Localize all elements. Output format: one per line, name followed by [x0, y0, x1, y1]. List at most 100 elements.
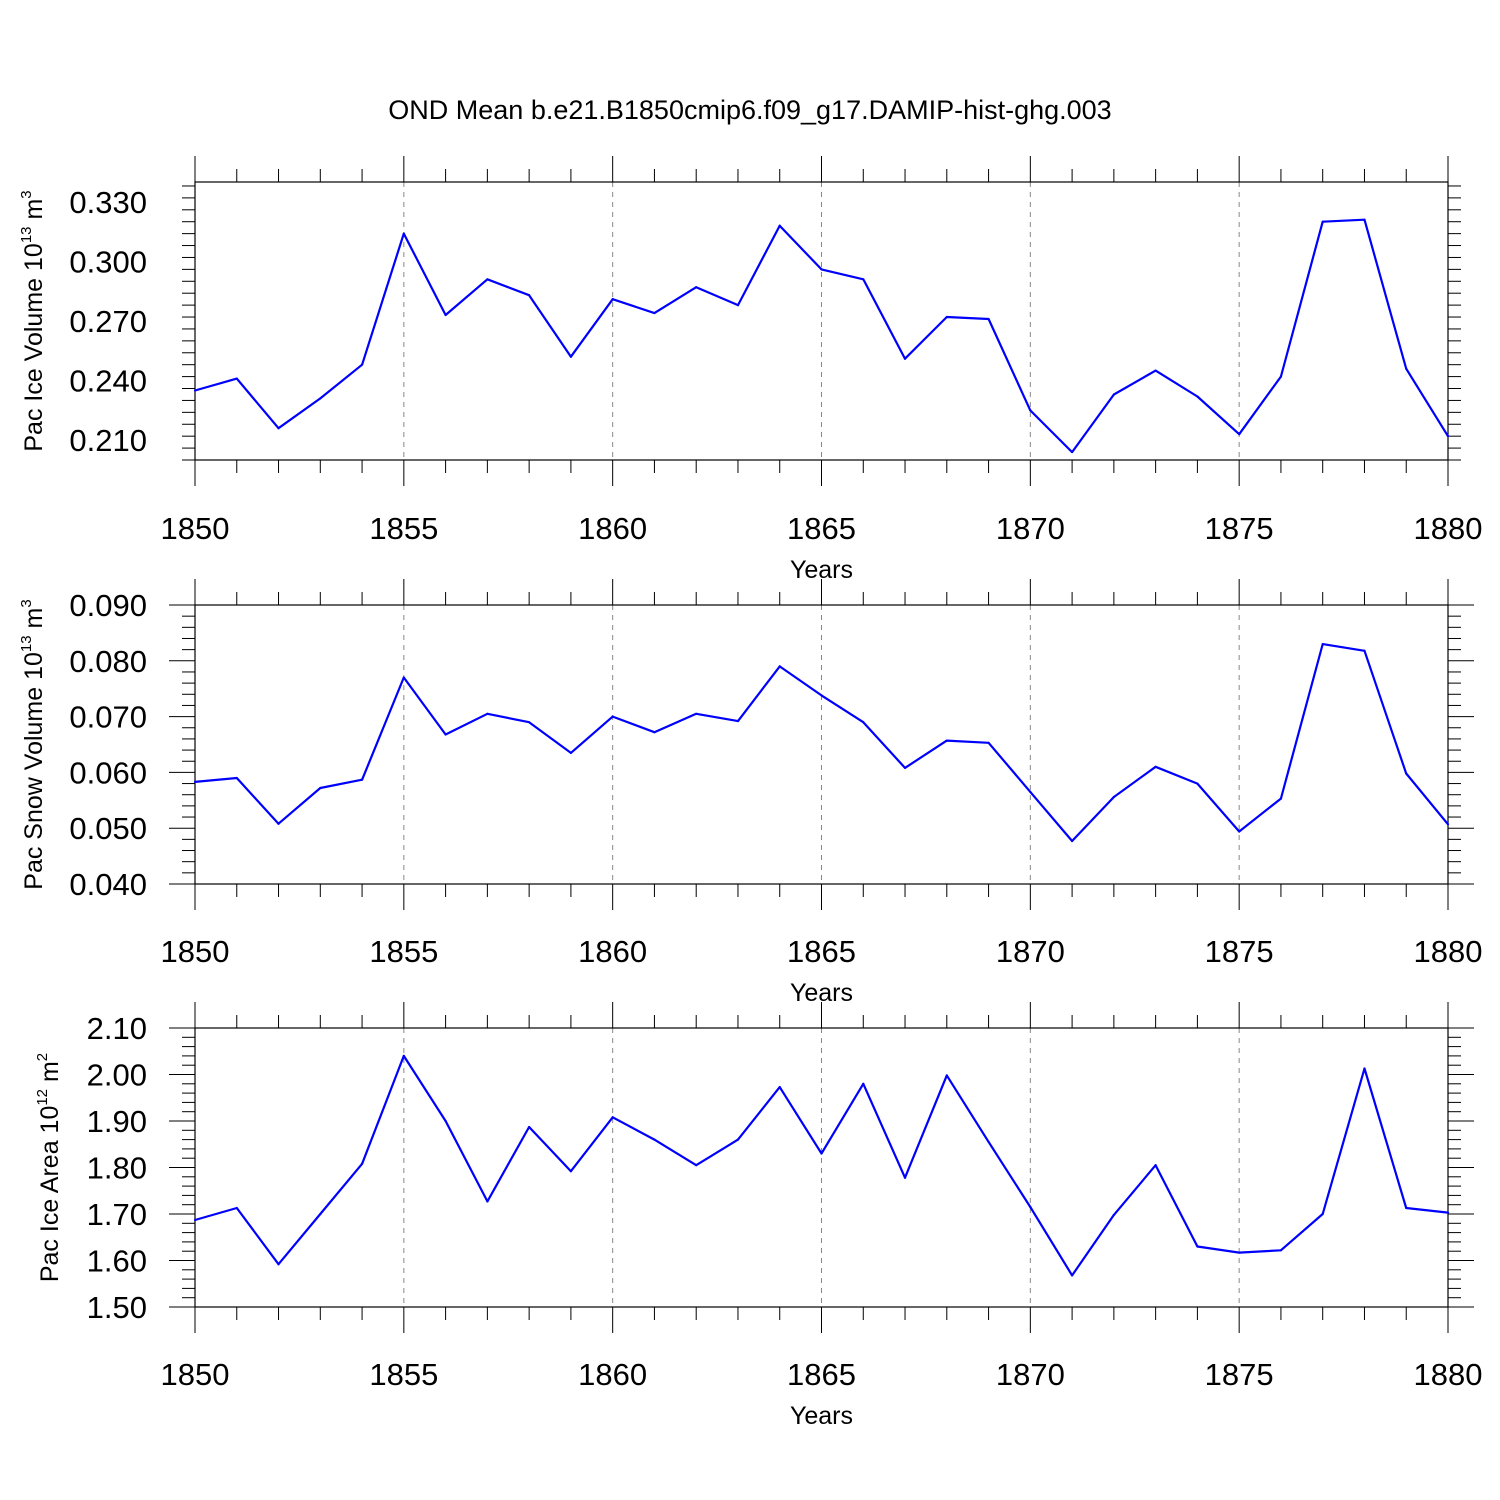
data-point [1405, 772, 1408, 775]
y-tick-label: 0.080 [69, 644, 147, 679]
x-tick-label: 1855 [369, 1357, 438, 1392]
data-point [360, 363, 364, 366]
x-tick-label: 1865 [787, 934, 856, 969]
y-tick-label: 0.090 [69, 588, 147, 623]
x-axis-title: Years [790, 1402, 853, 1430]
data-point [862, 278, 865, 281]
series-line [194, 642, 1449, 843]
data-point [862, 1082, 865, 1085]
chart-panel-3: 1850 1855 1860 1865 1870 1875 1880 Years 1.50 1.6… [34, 1002, 1482, 1430]
data-point [193, 1218, 197, 1222]
x-tick-label: 1880 [1414, 1357, 1483, 1392]
data-point [903, 766, 907, 770]
y-axis-title: Pac Ice Volume 1013 m3 [18, 190, 48, 451]
data-point [1154, 765, 1157, 768]
data-point [1279, 1249, 1283, 1252]
data-point [528, 1125, 531, 1129]
chart-panel-2: 1850 1855 1860 1865 1870 1875 1880Years0.0400.… [18, 579, 1482, 1007]
data-point [695, 286, 698, 289]
y-tick-label: 0.210 [69, 423, 147, 458]
x-tick-label: 1860 [578, 1357, 647, 1392]
data-point [319, 1212, 322, 1216]
data-point [193, 389, 197, 392]
data-point [1196, 782, 1199, 785]
y-axis-title-superscript: 3 [18, 599, 35, 607]
x-tick-label: 1870 [996, 934, 1065, 969]
data-point [444, 313, 447, 317]
data-point [486, 1200, 489, 1203]
data-point [1405, 1206, 1408, 1210]
y-tick-label: 1.70 [87, 1197, 147, 1232]
data-point [1321, 1212, 1324, 1216]
y-axis-title-text: m [20, 199, 48, 227]
data-point [235, 377, 238, 380]
y-axis-title-text: m [36, 1061, 64, 1089]
x-tick-label: 1880 [1414, 934, 1483, 969]
y-tick-label: 0.060 [69, 755, 147, 790]
x-tick-label: 1875 [1205, 511, 1274, 546]
y-axis-title: Pac Ice Area 1012 m2 [34, 1053, 64, 1282]
data-point [1446, 823, 1450, 826]
data-point [1446, 435, 1450, 438]
data-point [1196, 395, 1199, 398]
data-point [987, 1140, 990, 1144]
data-point [486, 712, 489, 715]
y-tick-label: 0.240 [69, 364, 147, 399]
x-tick-label: 1855 [369, 934, 438, 969]
y-tick-label: 1.80 [87, 1151, 147, 1186]
data-point [820, 694, 823, 697]
y-tick-label: 1.50 [87, 1290, 147, 1325]
y-axis-title-superscript: 3 [18, 190, 35, 198]
data-point [193, 780, 197, 783]
data-point [569, 355, 573, 358]
data-point [1321, 220, 1324, 223]
data-point [277, 822, 280, 825]
data-point [903, 1176, 907, 1179]
x-tick-label: 1850 [161, 1357, 230, 1392]
data-point [1029, 409, 1032, 412]
data-point [903, 357, 907, 360]
data-point [1238, 1251, 1241, 1254]
data-point [653, 1138, 656, 1141]
x-tick-label: 1865 [787, 1357, 856, 1392]
y-tick-label: 0.040 [69, 867, 147, 902]
data-point [235, 1206, 238, 1210]
chart-panel-1: 1850 1855 1860 1865 1870 1875 1880Years0.2100.… [18, 156, 1482, 584]
data-point [611, 1116, 614, 1119]
y-tick-label: 1.90 [87, 1104, 147, 1139]
data-point [1238, 433, 1241, 436]
data-point [611, 298, 614, 301]
data-point [1154, 369, 1157, 372]
data-point [778, 1085, 781, 1089]
data-point [611, 715, 614, 718]
x-tick-label: 1855 [369, 511, 438, 546]
panels: 1850 1855 1860 1865 1870 1875 1880 Years 0.210 0.… [18, 156, 1482, 1430]
data-point [444, 733, 447, 736]
data-point [277, 1263, 280, 1266]
data-point [1446, 1211, 1450, 1214]
data-point [402, 676, 405, 679]
data-point [1029, 1205, 1032, 1209]
data-point [1238, 830, 1241, 833]
y-axis-title-text: Pac Ice Volume 10 [20, 243, 48, 451]
y-axis-title-superscript: 2 [34, 1053, 51, 1061]
data-point [945, 739, 948, 742]
y-axis-title-text: Pac Ice Area 10 [36, 1106, 64, 1283]
data-point [1029, 790, 1032, 794]
y-tick-label: 0.300 [69, 244, 147, 279]
data-point [1279, 375, 1283, 378]
y-tick-label: 1.60 [87, 1244, 147, 1279]
data-point [1279, 797, 1283, 800]
x-tick-label: 1870 [996, 1357, 1065, 1392]
data-point [235, 776, 238, 780]
y-axis-title-superscript: 13 [18, 635, 35, 652]
y-axis-title-superscript: 12 [34, 1089, 51, 1106]
data-point [820, 1152, 823, 1155]
y-tick-label: 0.050 [69, 811, 147, 846]
data-point [1196, 1245, 1199, 1248]
y-axis-title-text: Pac Snow Volume 10 [20, 652, 48, 890]
data-point [319, 397, 322, 400]
data-point [1321, 642, 1324, 646]
data-point [1363, 1067, 1366, 1070]
